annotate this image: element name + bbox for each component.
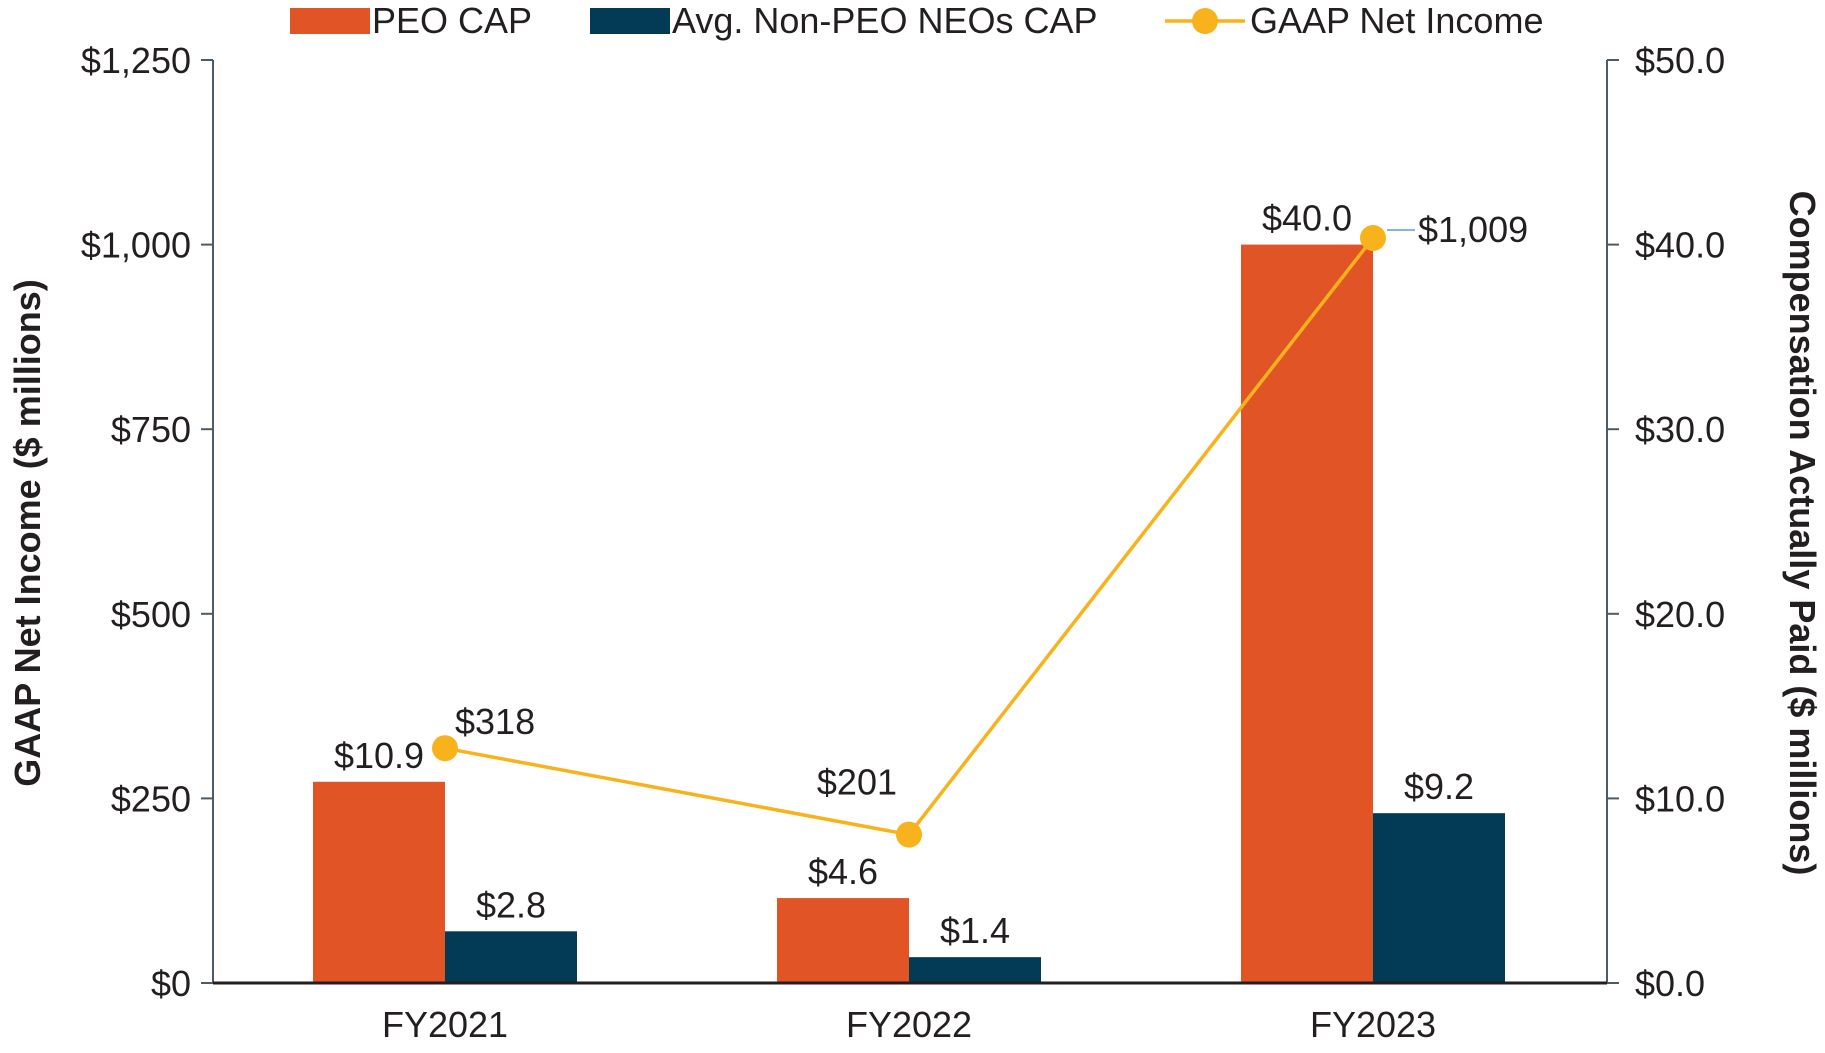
right-tick-label: $10.0 — [1635, 778, 1725, 819]
line-point — [432, 735, 458, 762]
left-tick-label: $750 — [111, 409, 191, 450]
bar-peo-cap — [313, 781, 445, 983]
bar-data-label: $1.4 — [940, 910, 1010, 951]
left-tick-label: $0 — [151, 963, 191, 1004]
legend-marker — [1192, 8, 1218, 34]
legend-swatch — [290, 8, 370, 34]
x-tick-label: FY2022 — [846, 1004, 972, 1045]
bar-data-label: $2.8 — [476, 884, 546, 925]
bar-series-group — [313, 244, 1505, 984]
right-tick-label: $50.0 — [1635, 40, 1725, 81]
right-tick-label: $30.0 — [1635, 409, 1725, 450]
right-tick-label: $0.0 — [1635, 963, 1705, 1004]
line-data-label: $1,009 — [1418, 209, 1528, 250]
bar-avg-non-peo-neos-cap — [909, 957, 1041, 983]
line-point — [1360, 224, 1386, 251]
left-axis: $0 $250 $500 $750 $1,000 $1,250 — [81, 40, 214, 1004]
right-axis-title: Compensation Actually Paid ($ millions) — [1782, 191, 1823, 876]
line-data-label: $201 — [817, 762, 897, 803]
left-axis-title: GAAP Net Income ($ millions) — [7, 279, 48, 786]
bar-data-label: $40.0 — [1262, 198, 1352, 239]
bar-peo-cap — [777, 898, 909, 983]
right-tick-label: $40.0 — [1635, 225, 1725, 266]
left-tick-label: $250 — [111, 778, 191, 819]
line-point — [896, 821, 922, 848]
line-gaap-net-income — [444, 236, 1375, 837]
line-series-group — [432, 224, 1386, 848]
right-axis: $0.0 $10.0 $20.0 $30.0 $40.0 $50.0 — [1606, 40, 1725, 1004]
bar-avg-non-peo-neos-cap — [1373, 813, 1505, 983]
data-labels: $10.9 $2.8 $4.6 $1.4 $40.0 $9.2 $318 $201 $1,009 — [334, 198, 1528, 952]
left-tick-label: $1,250 — [81, 40, 191, 81]
legend: PEO CAP Avg. Non-PEO NEOs CAP GAAP Net Inc… — [290, 0, 1543, 41]
left-tick-label: $500 — [111, 594, 191, 635]
bar-data-label: $4.6 — [808, 851, 878, 892]
bar-avg-non-peo-neos-cap — [445, 931, 577, 983]
bar-data-label: $10.9 — [334, 735, 424, 776]
legend-label: PEO CAP — [372, 0, 532, 41]
legend-label: Avg. Non-PEO NEOs CAP — [672, 0, 1097, 41]
left-tick-label: $1,000 — [81, 225, 191, 266]
line-data-label: $318 — [455, 701, 535, 742]
x-tick-label: FY2023 — [1310, 1004, 1436, 1045]
bar-data-label: $9.2 — [1404, 766, 1474, 807]
legend-swatch — [590, 8, 670, 34]
right-tick-label: $20.0 — [1635, 594, 1725, 635]
legend-label: GAAP Net Income — [1250, 0, 1543, 41]
bar-peo-cap — [1241, 244, 1373, 984]
x-axis: FY2021 FY2022 FY2023 — [213, 981, 1607, 1045]
x-tick-label: FY2021 — [382, 1004, 508, 1045]
